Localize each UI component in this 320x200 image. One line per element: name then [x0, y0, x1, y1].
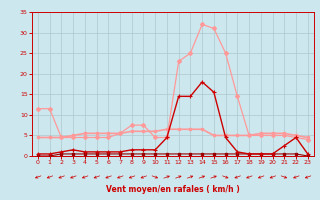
X-axis label: Vent moyen/en rafales ( km/h ): Vent moyen/en rafales ( km/h )	[106, 185, 240, 194]
